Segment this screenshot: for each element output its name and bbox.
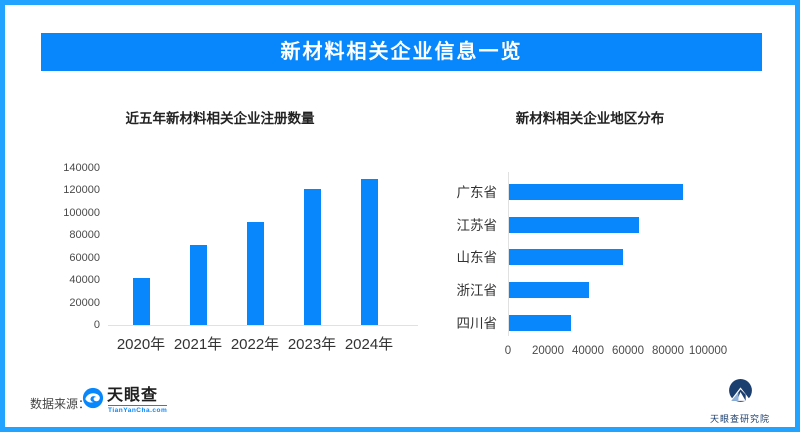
y-axis-tick-label: 40000 — [69, 274, 100, 287]
column-bar — [303, 189, 321, 325]
x-axis-tick-label: 80000 — [652, 345, 684, 357]
row-bar — [509, 314, 571, 331]
left-chart-title: 近五年新材料相关企业注册数量 — [125, 111, 315, 126]
column-bar — [189, 245, 207, 325]
x-axis-category-label: 2020年 — [116, 336, 166, 353]
registrations-bar-chart: 0 20000 40000 60000 80000 100000 120000 140000 2… — [5, 5, 795, 427]
row-bar — [509, 216, 639, 233]
page-title: 新材料相关企业信息一览 — [41, 33, 762, 71]
tianyancha-institute-logo-icon — [728, 379, 752, 402]
y-axis-tick-label: 80000 — [69, 229, 100, 242]
region-bar-chart: 广东省江苏省山东省浙江省四川省 0 20000 40000 60000 80000 1000… — [5, 5, 795, 427]
y-axis-category-label: 广东省 — [456, 185, 498, 200]
y-axis-category-label: 山东省 — [456, 250, 498, 266]
y-axis-category-label: 江苏省 — [456, 217, 498, 233]
data-source-label: 数据来源： — [30, 397, 91, 411]
institute-logo-block: 天眼查研究院 — [700, 378, 780, 425]
x-axis-category-label: 2024年 — [344, 336, 394, 353]
row-bar — [509, 249, 623, 266]
y-axis-tick-label: 0 — [93, 319, 100, 331]
x-axis-line — [108, 325, 418, 326]
x-axis-tick-label: 20000 — [532, 345, 564, 357]
column-bar — [246, 221, 264, 325]
y-axis-category-label: 四川省 — [456, 315, 498, 331]
tianyancha-logo-url: TianYanCha.com — [108, 405, 168, 414]
row-bar — [509, 184, 683, 200]
x-axis-category-label: 2023年 — [287, 336, 337, 353]
x-axis-tick-label: 60000 — [612, 345, 644, 357]
x-axis-tick-label: 40000 — [572, 345, 604, 357]
column-bar — [360, 179, 378, 325]
y-axis-tick-label: 60000 — [69, 251, 100, 264]
y-axis-category-label: 浙江省 — [456, 283, 498, 299]
y-axis-tick-label: 140000 — [63, 162, 100, 174]
y-axis-tick-label: 20000 — [69, 296, 100, 309]
y-axis-line — [508, 172, 509, 336]
y-axis-tick-label: 120000 — [63, 184, 100, 197]
row-bar — [509, 282, 589, 299]
institute-label: 天眼查研究院 — [709, 414, 770, 424]
tianyancha-logo-icon — [82, 387, 104, 409]
tianyancha-logo-text: 天眼查 — [107, 387, 159, 404]
x-axis-tick-label: 0 — [504, 345, 512, 357]
x-axis-tick-label: 100000 — [688, 345, 728, 357]
right-chart-title: 新材料相关企业地区分布 — [515, 111, 665, 126]
x-axis-category-label: 2021年 — [173, 336, 223, 353]
y-axis-tick-label: 100000 — [63, 206, 100, 219]
column-bar — [132, 277, 150, 325]
x-axis-category-label: 2022年 — [230, 336, 280, 353]
